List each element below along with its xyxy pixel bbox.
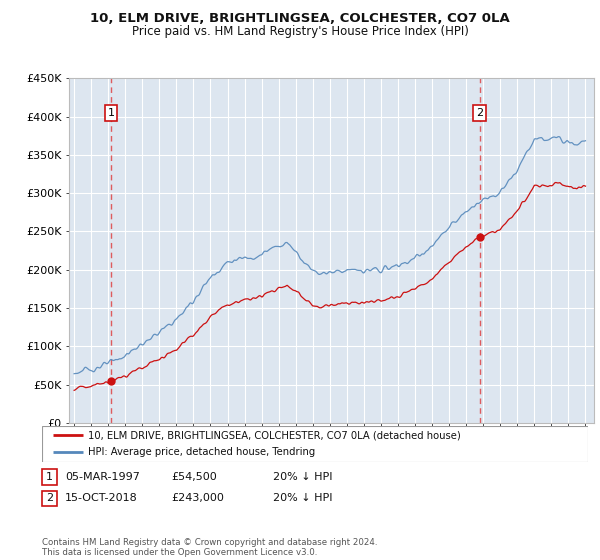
Text: 10, ELM DRIVE, BRIGHTLINGSEA, COLCHESTER, CO7 0LA: 10, ELM DRIVE, BRIGHTLINGSEA, COLCHESTER…: [90, 12, 510, 25]
Text: Price paid vs. HM Land Registry's House Price Index (HPI): Price paid vs. HM Land Registry's House …: [131, 25, 469, 38]
Text: 1: 1: [46, 472, 53, 482]
Text: 10, ELM DRIVE, BRIGHTLINGSEA, COLCHESTER, CO7 0LA (detached house): 10, ELM DRIVE, BRIGHTLINGSEA, COLCHESTER…: [88, 431, 461, 440]
Text: HPI: Average price, detached house, Tendring: HPI: Average price, detached house, Tend…: [88, 447, 316, 457]
Text: 1: 1: [107, 108, 115, 118]
Text: 20% ↓ HPI: 20% ↓ HPI: [273, 493, 332, 503]
Text: 2: 2: [476, 108, 483, 118]
Text: 2: 2: [46, 493, 53, 503]
Text: 20% ↓ HPI: 20% ↓ HPI: [273, 472, 332, 482]
Text: £243,000: £243,000: [171, 493, 224, 503]
FancyBboxPatch shape: [42, 426, 588, 462]
Text: £54,500: £54,500: [171, 472, 217, 482]
Text: 05-MAR-1997: 05-MAR-1997: [65, 472, 140, 482]
Text: Contains HM Land Registry data © Crown copyright and database right 2024.
This d: Contains HM Land Registry data © Crown c…: [42, 538, 377, 557]
Text: 15-OCT-2018: 15-OCT-2018: [65, 493, 137, 503]
